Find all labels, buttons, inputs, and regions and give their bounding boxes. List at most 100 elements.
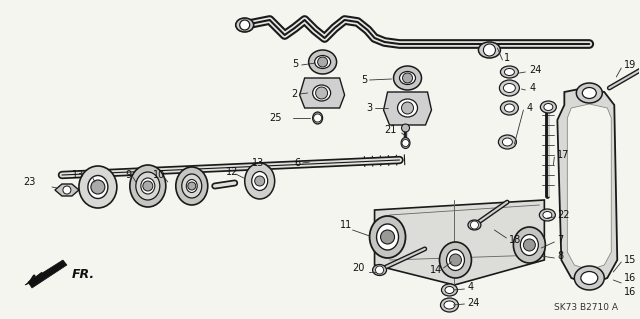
Ellipse shape	[397, 99, 417, 117]
Ellipse shape	[244, 163, 275, 199]
Text: 22: 22	[557, 210, 570, 220]
Polygon shape	[557, 88, 617, 285]
Text: 6: 6	[294, 158, 301, 168]
Circle shape	[524, 239, 536, 251]
Text: 10: 10	[153, 170, 165, 180]
Ellipse shape	[399, 71, 415, 85]
Text: 5: 5	[292, 59, 299, 69]
Ellipse shape	[308, 50, 337, 74]
Text: 12: 12	[226, 167, 238, 177]
Ellipse shape	[394, 66, 422, 90]
Circle shape	[143, 181, 153, 191]
Circle shape	[470, 221, 479, 229]
Ellipse shape	[544, 103, 553, 110]
Ellipse shape	[479, 42, 500, 58]
Text: 17: 17	[557, 150, 570, 160]
Ellipse shape	[236, 18, 253, 32]
Polygon shape	[374, 200, 545, 285]
Text: 8: 8	[557, 251, 563, 261]
Circle shape	[317, 57, 328, 67]
Ellipse shape	[401, 124, 410, 132]
Circle shape	[449, 254, 461, 266]
Text: 4: 4	[467, 282, 474, 292]
Ellipse shape	[499, 80, 520, 96]
Ellipse shape	[312, 112, 323, 124]
Ellipse shape	[582, 87, 596, 99]
Ellipse shape	[401, 137, 410, 149]
Ellipse shape	[504, 69, 515, 76]
Ellipse shape	[504, 104, 515, 112]
Ellipse shape	[186, 180, 197, 192]
Circle shape	[402, 139, 409, 146]
Ellipse shape	[252, 172, 268, 190]
Ellipse shape	[499, 135, 516, 149]
Text: 24: 24	[467, 298, 480, 308]
Ellipse shape	[444, 301, 455, 309]
Circle shape	[376, 266, 383, 274]
Text: 13: 13	[252, 158, 264, 168]
Text: 2: 2	[292, 89, 298, 99]
Text: SK73 B2710 A: SK73 B2710 A	[554, 303, 618, 313]
Ellipse shape	[543, 211, 552, 219]
Ellipse shape	[312, 85, 331, 101]
Circle shape	[401, 102, 413, 114]
Ellipse shape	[372, 264, 387, 276]
Text: 3: 3	[367, 103, 372, 113]
Text: 4: 4	[526, 103, 532, 113]
Circle shape	[483, 44, 495, 56]
Ellipse shape	[141, 178, 155, 194]
Polygon shape	[25, 272, 42, 285]
Ellipse shape	[182, 174, 202, 198]
Polygon shape	[55, 184, 79, 196]
Text: 11: 11	[340, 220, 352, 230]
Ellipse shape	[176, 167, 208, 205]
Ellipse shape	[440, 298, 458, 312]
Ellipse shape	[79, 166, 117, 208]
Text: 19: 19	[624, 60, 637, 70]
Ellipse shape	[500, 66, 518, 78]
Polygon shape	[28, 260, 67, 288]
Ellipse shape	[520, 234, 538, 256]
Text: 16: 16	[624, 287, 637, 297]
Circle shape	[381, 230, 394, 244]
Text: 14: 14	[429, 265, 442, 275]
Ellipse shape	[136, 172, 160, 200]
Ellipse shape	[500, 101, 518, 115]
Text: 5: 5	[362, 75, 368, 85]
Text: 21: 21	[385, 125, 397, 135]
Ellipse shape	[581, 271, 598, 285]
Circle shape	[91, 180, 105, 194]
Ellipse shape	[574, 266, 604, 290]
Ellipse shape	[376, 224, 399, 250]
Circle shape	[314, 114, 322, 122]
Ellipse shape	[577, 83, 602, 103]
Ellipse shape	[440, 242, 472, 278]
Text: FR.: FR.	[72, 269, 95, 281]
Ellipse shape	[540, 101, 556, 113]
Ellipse shape	[468, 220, 481, 230]
Text: 16: 16	[624, 273, 637, 283]
Text: 7: 7	[557, 235, 564, 245]
Ellipse shape	[513, 227, 545, 263]
Circle shape	[403, 73, 413, 83]
Text: 15: 15	[624, 255, 637, 265]
Polygon shape	[300, 78, 344, 108]
Circle shape	[188, 182, 196, 190]
Text: 1: 1	[504, 53, 511, 63]
Circle shape	[316, 87, 328, 99]
Ellipse shape	[88, 175, 108, 198]
Ellipse shape	[442, 284, 458, 296]
Ellipse shape	[130, 165, 166, 207]
Text: 18: 18	[509, 235, 522, 245]
Text: 4: 4	[529, 83, 536, 93]
Text: 9: 9	[126, 170, 132, 180]
Ellipse shape	[504, 84, 515, 93]
Circle shape	[255, 176, 265, 186]
Ellipse shape	[315, 56, 331, 69]
Ellipse shape	[502, 138, 513, 146]
Ellipse shape	[540, 209, 556, 221]
Text: 25: 25	[269, 113, 282, 123]
Polygon shape	[383, 92, 431, 125]
Ellipse shape	[445, 286, 454, 293]
Ellipse shape	[369, 216, 406, 258]
